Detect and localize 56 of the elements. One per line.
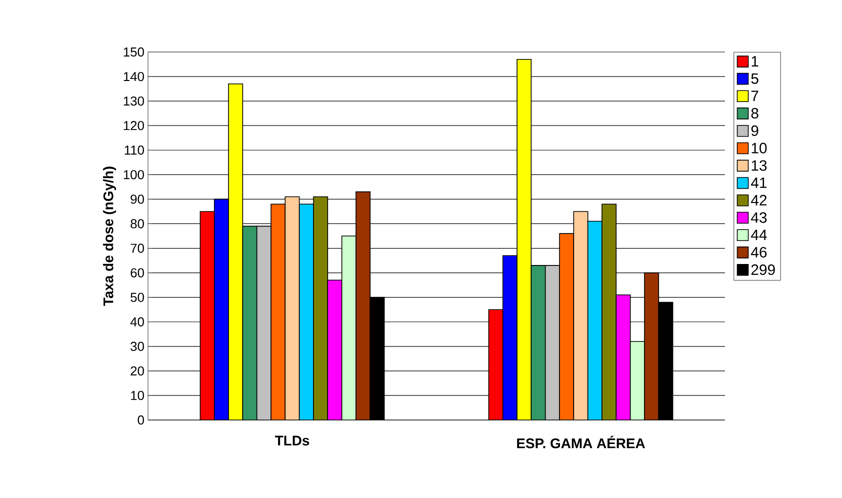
y-tick-label: 10	[131, 390, 144, 400]
bar	[544, 265, 560, 420]
legend-label: 8	[751, 108, 758, 119]
x-tick-label: ESP. GAMA AÉREA	[517, 436, 645, 448]
bar	[228, 83, 244, 420]
bar	[298, 204, 314, 420]
bar	[502, 255, 518, 420]
y-tick-label: 40	[130, 317, 144, 326]
bar	[644, 272, 660, 420]
bar	[602, 204, 617, 420]
legend-label: 41	[750, 178, 767, 188]
bar	[270, 204, 286, 420]
bar	[214, 198, 229, 420]
y-tick-label: 150	[124, 47, 144, 57]
bar	[284, 196, 300, 420]
legend-label: 1	[752, 56, 758, 66]
bar	[341, 236, 356, 420]
bar	[200, 211, 215, 420]
legend-label: 13	[752, 160, 767, 171]
x-tick-label: TLDs	[274, 436, 310, 446]
legend-label: 299	[751, 264, 775, 275]
legend-label: 42	[750, 194, 767, 206]
bar	[327, 280, 342, 420]
y-tick-label: 120	[124, 121, 144, 130]
bar	[516, 58, 532, 420]
legend-label: 9	[751, 125, 758, 136]
bar	[573, 211, 588, 420]
legend-label: 10	[752, 142, 767, 154]
y-tick-label: 90	[130, 194, 144, 204]
bar	[356, 191, 371, 420]
bar	[559, 233, 574, 420]
legend-label: 46	[750, 246, 767, 258]
y-tick-label: 140	[124, 72, 144, 82]
y-tick-label: 130	[124, 96, 144, 106]
bar	[587, 220, 602, 420]
bar	[242, 226, 258, 420]
legend-label: 7	[751, 90, 758, 101]
legend-label: 5	[751, 73, 758, 84]
bar	[630, 341, 645, 420]
legend-label: 44	[750, 230, 767, 240]
y-tick-label: 80	[130, 219, 144, 228]
bar	[616, 294, 631, 420]
y-tick-label: 110	[124, 146, 144, 155]
y-tick-label: 0	[138, 415, 144, 425]
y-tick-label: 30	[130, 342, 144, 351]
bar	[488, 309, 504, 420]
y-tick-label: 20	[130, 366, 144, 376]
bar	[530, 265, 546, 420]
y-tick-label: 50	[130, 292, 144, 302]
y-tick-label: 100	[124, 170, 144, 180]
y-axis-title: Taxa de dose (nGy/h)	[103, 166, 116, 306]
y-tick-label: 60	[130, 268, 144, 278]
bar	[313, 196, 328, 420]
y-tick-label: 70	[130, 244, 144, 253]
bar	[256, 226, 272, 420]
legend-label: 43	[750, 212, 767, 223]
